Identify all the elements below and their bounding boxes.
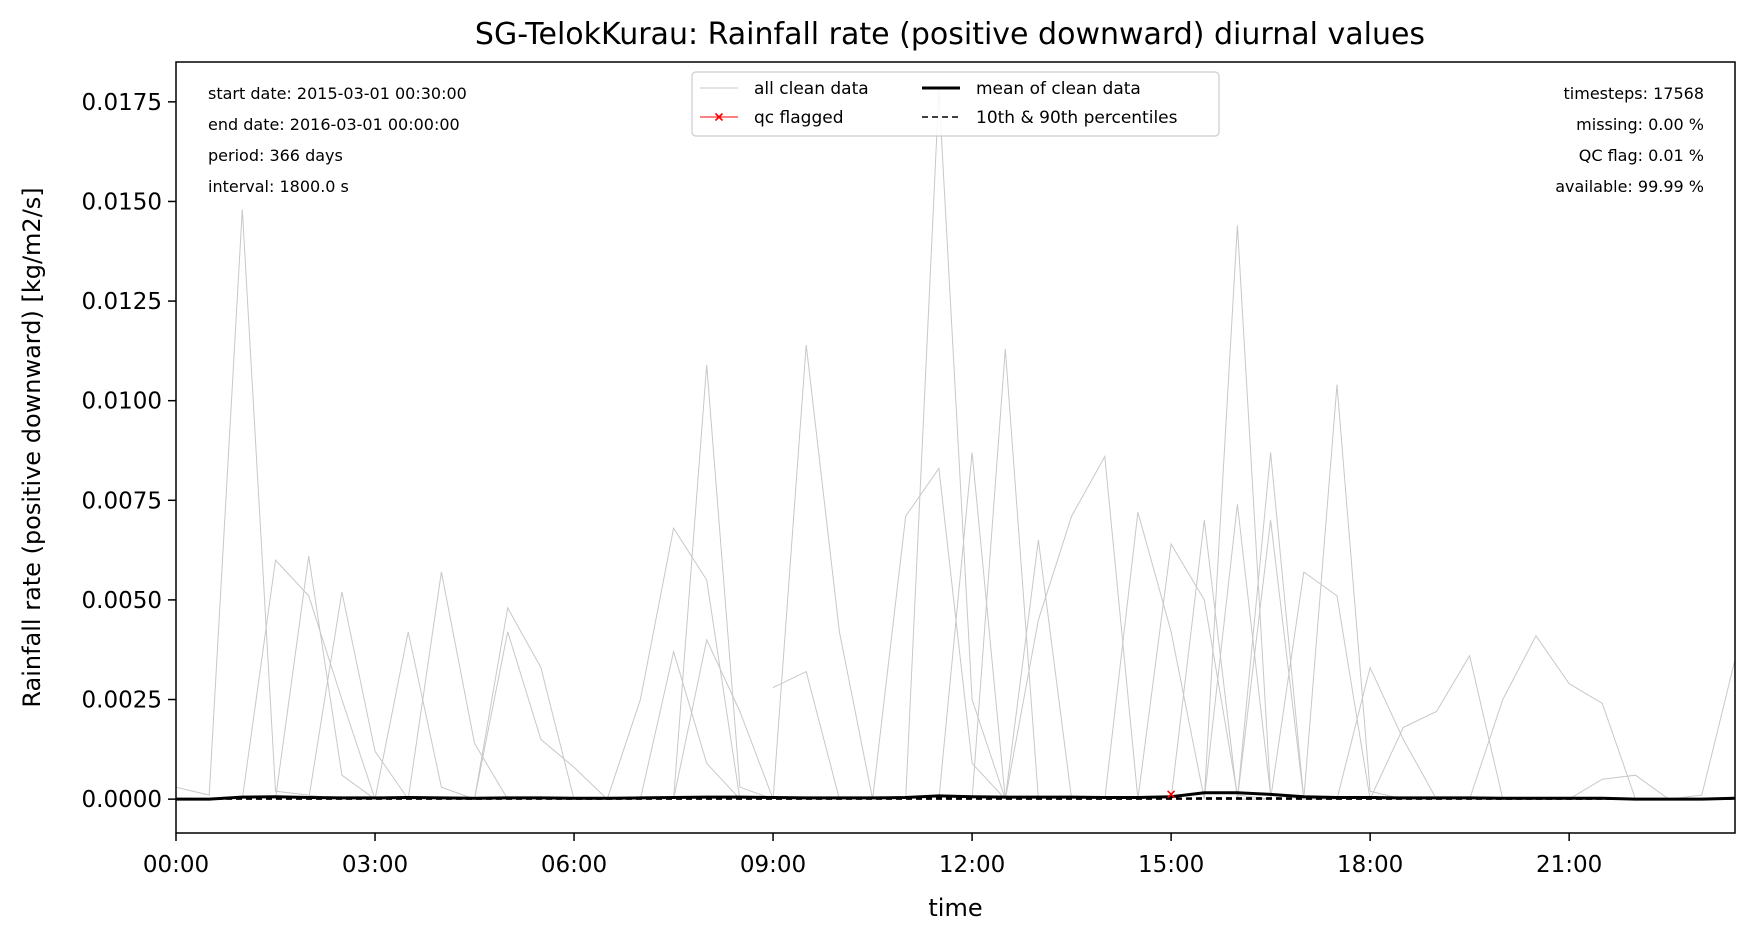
stat-left-line: end date: 2016-03-01 00:00:00 bbox=[208, 115, 460, 134]
clean-data-line bbox=[1270, 571, 1371, 800]
y-axis-label: Rainfall rate (positive downward) [kg/m2… bbox=[18, 187, 46, 707]
x-axis-label: time bbox=[928, 894, 982, 922]
clean-data-line bbox=[241, 558, 376, 800]
stats-left: start date: 2015-03-01 00:30:00 end date:… bbox=[208, 84, 467, 196]
clean-data-line bbox=[1469, 634, 1636, 800]
legend-label: 10th & 90th percentiles bbox=[976, 108, 1178, 128]
clean-data-line bbox=[1203, 225, 1304, 800]
legend-label: mean of clean data bbox=[976, 79, 1141, 99]
legend: all clean data mean of clean data qc flagg… bbox=[691, 71, 1220, 137]
clean-data-line bbox=[1004, 454, 1139, 800]
y-tick-label: 0.0000 bbox=[82, 787, 162, 813]
clean-data-line bbox=[275, 556, 376, 800]
stat-left-line: start date: 2015-03-01 00:30:00 bbox=[208, 84, 467, 103]
clean-data-line bbox=[407, 571, 509, 800]
clean-data-line bbox=[606, 526, 741, 800]
y-tick-label: 0.0150 bbox=[82, 189, 162, 215]
x-tick-label: 15:00 bbox=[1138, 852, 1204, 878]
y-axis-ticks: 0.0000 0.0025 0.0050 0.0075 0.0100 0.0125 0.01… bbox=[82, 90, 176, 813]
legend-item: mean of clean data bbox=[922, 79, 1141, 99]
stat-right-line: missing: 0.00 % bbox=[1576, 115, 1704, 134]
stat-right-line: timesteps: 17568 bbox=[1564, 84, 1704, 103]
stat-right-line: QC flag: 0.01 % bbox=[1579, 146, 1704, 165]
x-tick-label: 21:00 bbox=[1536, 852, 1602, 878]
clean-data-line bbox=[1336, 666, 1437, 800]
y-tick-label: 0.0025 bbox=[82, 688, 162, 714]
plot-frame bbox=[175, 61, 1736, 834]
y-tick-label: 0.0125 bbox=[82, 289, 162, 315]
x-tick-label: 18:00 bbox=[1337, 852, 1403, 878]
clean-data-line bbox=[1236, 452, 1305, 800]
x-tick-label: 06:00 bbox=[541, 852, 607, 878]
clean-data-line bbox=[474, 606, 575, 800]
legend-item: qc flagged bbox=[700, 108, 844, 128]
clean-data-line bbox=[1104, 512, 1205, 800]
clean-data-line bbox=[1369, 654, 1504, 800]
clean-data-line bbox=[1303, 384, 1404, 800]
clean-data-line bbox=[639, 649, 741, 800]
clean-data-line bbox=[872, 467, 1006, 800]
clean-data-line bbox=[176, 209, 342, 800]
clean-data-line bbox=[308, 591, 409, 800]
clean-data-line bbox=[971, 348, 1039, 800]
y-tick-label: 0.0075 bbox=[82, 488, 162, 514]
x-tick-label: 03:00 bbox=[342, 852, 408, 878]
clean-data-line bbox=[1668, 659, 1735, 800]
clean-data-line bbox=[1236, 520, 1337, 800]
legend-item: all clean data bbox=[700, 79, 869, 99]
stat-left-line: period: 366 days bbox=[208, 146, 343, 165]
clean-data-line bbox=[374, 631, 475, 800]
clean-data-line bbox=[1137, 542, 1271, 800]
qc-markers bbox=[1167, 790, 1176, 799]
clean-data-line bbox=[1568, 774, 1669, 800]
clean-data-line bbox=[673, 364, 774, 800]
x-tick-label: 12:00 bbox=[939, 852, 1005, 878]
legend-box bbox=[691, 71, 1220, 137]
clean-data-line bbox=[1004, 540, 1073, 800]
stat-left-line: interval: 1800.0 s bbox=[208, 177, 349, 196]
qc-marker bbox=[1167, 790, 1176, 799]
chart-title: SG-TelokKurau: Rainfall rate (positive d… bbox=[475, 17, 1425, 52]
stats-right: timesteps: 17568 missing: 0.00 % QC flag: … bbox=[1555, 84, 1704, 196]
legend-label: all clean data bbox=[754, 79, 869, 99]
clean-data-line bbox=[938, 452, 1006, 800]
legend-label: qc flagged bbox=[754, 108, 844, 128]
clean-data-lines bbox=[176, 89, 1735, 800]
mean-line-layer bbox=[176, 791, 1735, 801]
y-tick-label: 0.0175 bbox=[82, 90, 162, 116]
clean-data-line bbox=[474, 631, 608, 800]
y-tick-label: 0.0100 bbox=[82, 389, 162, 415]
clean-data-line bbox=[772, 344, 874, 800]
clean-data-line bbox=[1170, 520, 1271, 800]
mean-line bbox=[176, 791, 1735, 801]
x-axis-ticks: 00:00 03:00 06:00 09:00 12:00 15:00 18:00 21:00 bbox=[143, 833, 1602, 878]
stat-right-line: available: 99.99 % bbox=[1555, 177, 1704, 196]
clean-data-line bbox=[905, 89, 1006, 800]
y-tick-label: 0.0050 bbox=[82, 588, 162, 614]
clean-data-line bbox=[1203, 504, 1304, 800]
clean-data-line bbox=[772, 670, 840, 800]
legend-item: 10th & 90th percentiles bbox=[922, 108, 1178, 128]
clean-data-line bbox=[673, 638, 774, 800]
x-tick-label: 00:00 bbox=[143, 852, 209, 878]
x-tick-label: 09:00 bbox=[740, 852, 806, 878]
